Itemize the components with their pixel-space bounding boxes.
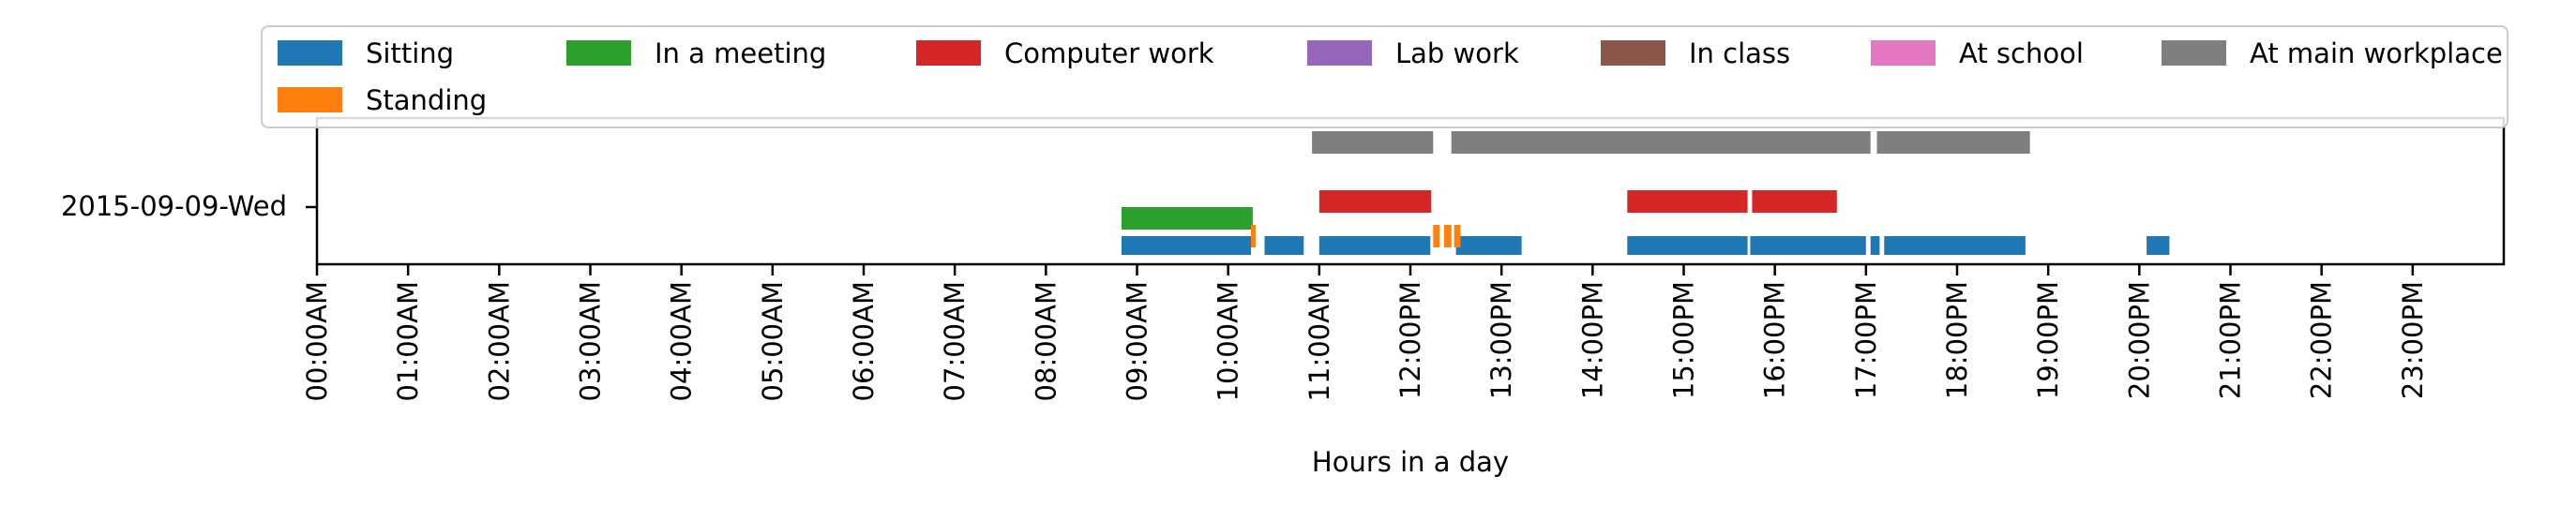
legend-label: At main workplace bbox=[2250, 37, 2503, 69]
timeline-bar bbox=[1627, 190, 1748, 213]
legend-swatch bbox=[278, 40, 342, 66]
x-tick-label: 21:00PM bbox=[2215, 281, 2247, 399]
timeline-bar bbox=[1627, 236, 1748, 255]
timeline-bar bbox=[1444, 225, 1452, 247]
x-tick-label: 23:00PM bbox=[2397, 281, 2429, 399]
x-tick-label: 05:00AM bbox=[757, 281, 789, 401]
legend-swatch bbox=[916, 40, 981, 66]
timeline-bar bbox=[1318, 190, 1432, 213]
x-tick-label: 04:00AM bbox=[666, 281, 698, 401]
x-tick-label: 00:00AM bbox=[301, 281, 333, 401]
timeline-bar bbox=[1318, 236, 1431, 255]
legend-label: Standing bbox=[366, 84, 487, 116]
legend: Sitting In a meeting Computer work Lab work… bbox=[261, 25, 2508, 128]
y-tick-label: 2015-09-09-Wed bbox=[61, 190, 287, 222]
x-axis: 00:00AM 01:00AM 02:00AM 03:00AM 04:00AM 05:00… bbox=[301, 264, 2429, 401]
timeline-bar bbox=[1876, 131, 2030, 154]
x-tick-label: 03:00AM bbox=[575, 281, 607, 401]
y-axis: 2015-09-09-Wed bbox=[61, 190, 317, 222]
x-tick-label: 02:00AM bbox=[483, 281, 515, 401]
x-tick-label: 09:00AM bbox=[1122, 281, 1153, 401]
legend-label: Sitting bbox=[366, 37, 454, 69]
x-tick-label: 11:00AM bbox=[1303, 281, 1335, 401]
legend-swatch bbox=[1307, 40, 1372, 66]
legend-label: Lab work bbox=[1395, 37, 1519, 69]
timeline-bar bbox=[1870, 236, 1880, 255]
legend-label: At school bbox=[1959, 37, 2084, 69]
timeline-bar bbox=[1122, 236, 1251, 255]
x-tick-label: 22:00PM bbox=[2306, 281, 2338, 399]
legend-swatch bbox=[278, 87, 342, 112]
x-axis-label: Hours in a day bbox=[1312, 446, 1509, 478]
timeline-bar bbox=[1122, 207, 1253, 230]
x-tick-label: 16:00PM bbox=[1759, 281, 1791, 399]
timeline-bar bbox=[2147, 236, 2170, 255]
x-tick-label: 20:00PM bbox=[2123, 281, 2155, 399]
x-tick-label: 15:00PM bbox=[1668, 281, 1700, 399]
legend-swatch bbox=[1601, 40, 1665, 66]
timeline-bar bbox=[1884, 236, 2026, 255]
x-tick-label: 10:00AM bbox=[1213, 281, 1244, 401]
legend-swatch bbox=[566, 40, 631, 66]
legend-swatch bbox=[1871, 40, 1936, 66]
timeline-bar bbox=[1750, 236, 1866, 255]
legend-label: Computer work bbox=[1004, 37, 1214, 69]
timeline-bar bbox=[1451, 131, 1871, 154]
legend-label: In class bbox=[1689, 37, 1790, 69]
timeline-bar bbox=[1312, 131, 1434, 154]
legend-swatch bbox=[2162, 40, 2226, 66]
legend-frame bbox=[261, 25, 2508, 128]
timeline-bar bbox=[1752, 190, 1837, 213]
x-tick-label: 06:00AM bbox=[848, 281, 880, 401]
x-tick-label: 08:00AM bbox=[1030, 281, 1062, 401]
x-tick-label: 12:00PM bbox=[1394, 281, 1426, 399]
x-tick-label: 19:00PM bbox=[2032, 281, 2064, 399]
x-tick-label: 14:00PM bbox=[1576, 281, 1608, 399]
legend-label: In a meeting bbox=[655, 37, 826, 69]
timeline-bar bbox=[1264, 236, 1304, 255]
x-tick-label: 01:00AM bbox=[392, 281, 424, 401]
timeline-bar bbox=[1454, 225, 1461, 247]
timeline-bar bbox=[1433, 225, 1440, 247]
x-tick-label: 07:00AM bbox=[939, 281, 971, 401]
timeline-bar bbox=[1455, 236, 1522, 255]
x-tick-label: 18:00PM bbox=[1941, 281, 1973, 399]
x-tick-label: 17:00PM bbox=[1850, 281, 1882, 399]
timeline-bar bbox=[1251, 225, 1256, 247]
timeline-bars bbox=[1122, 131, 2170, 255]
x-tick-label: 13:00PM bbox=[1485, 281, 1517, 399]
